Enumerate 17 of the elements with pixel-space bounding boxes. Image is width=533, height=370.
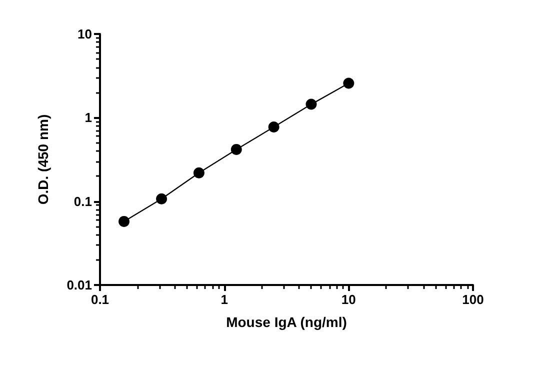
point bbox=[268, 122, 280, 133]
point bbox=[230, 144, 242, 155]
y-tick-label: 10 bbox=[78, 26, 92, 42]
point bbox=[306, 98, 317, 110]
y-tick-label: 0.01 bbox=[66, 278, 92, 292]
point bbox=[193, 167, 204, 178]
y-axis-title: O.D. (450 nm) bbox=[35, 114, 51, 205]
point bbox=[118, 216, 130, 227]
point bbox=[343, 78, 354, 89]
x-tick-label: 10 bbox=[341, 292, 356, 307]
x-tick-label: 1 bbox=[220, 292, 228, 307]
x-tick-label: 0.1 bbox=[90, 292, 110, 307]
point bbox=[156, 193, 168, 204]
y-tick-label: 1 bbox=[84, 110, 92, 126]
x-axis-title: Mouse IgA (ng/ml) bbox=[226, 314, 347, 330]
x-tick-label: 100 bbox=[462, 292, 484, 307]
y-tick-label: 0.1 bbox=[74, 194, 92, 209]
